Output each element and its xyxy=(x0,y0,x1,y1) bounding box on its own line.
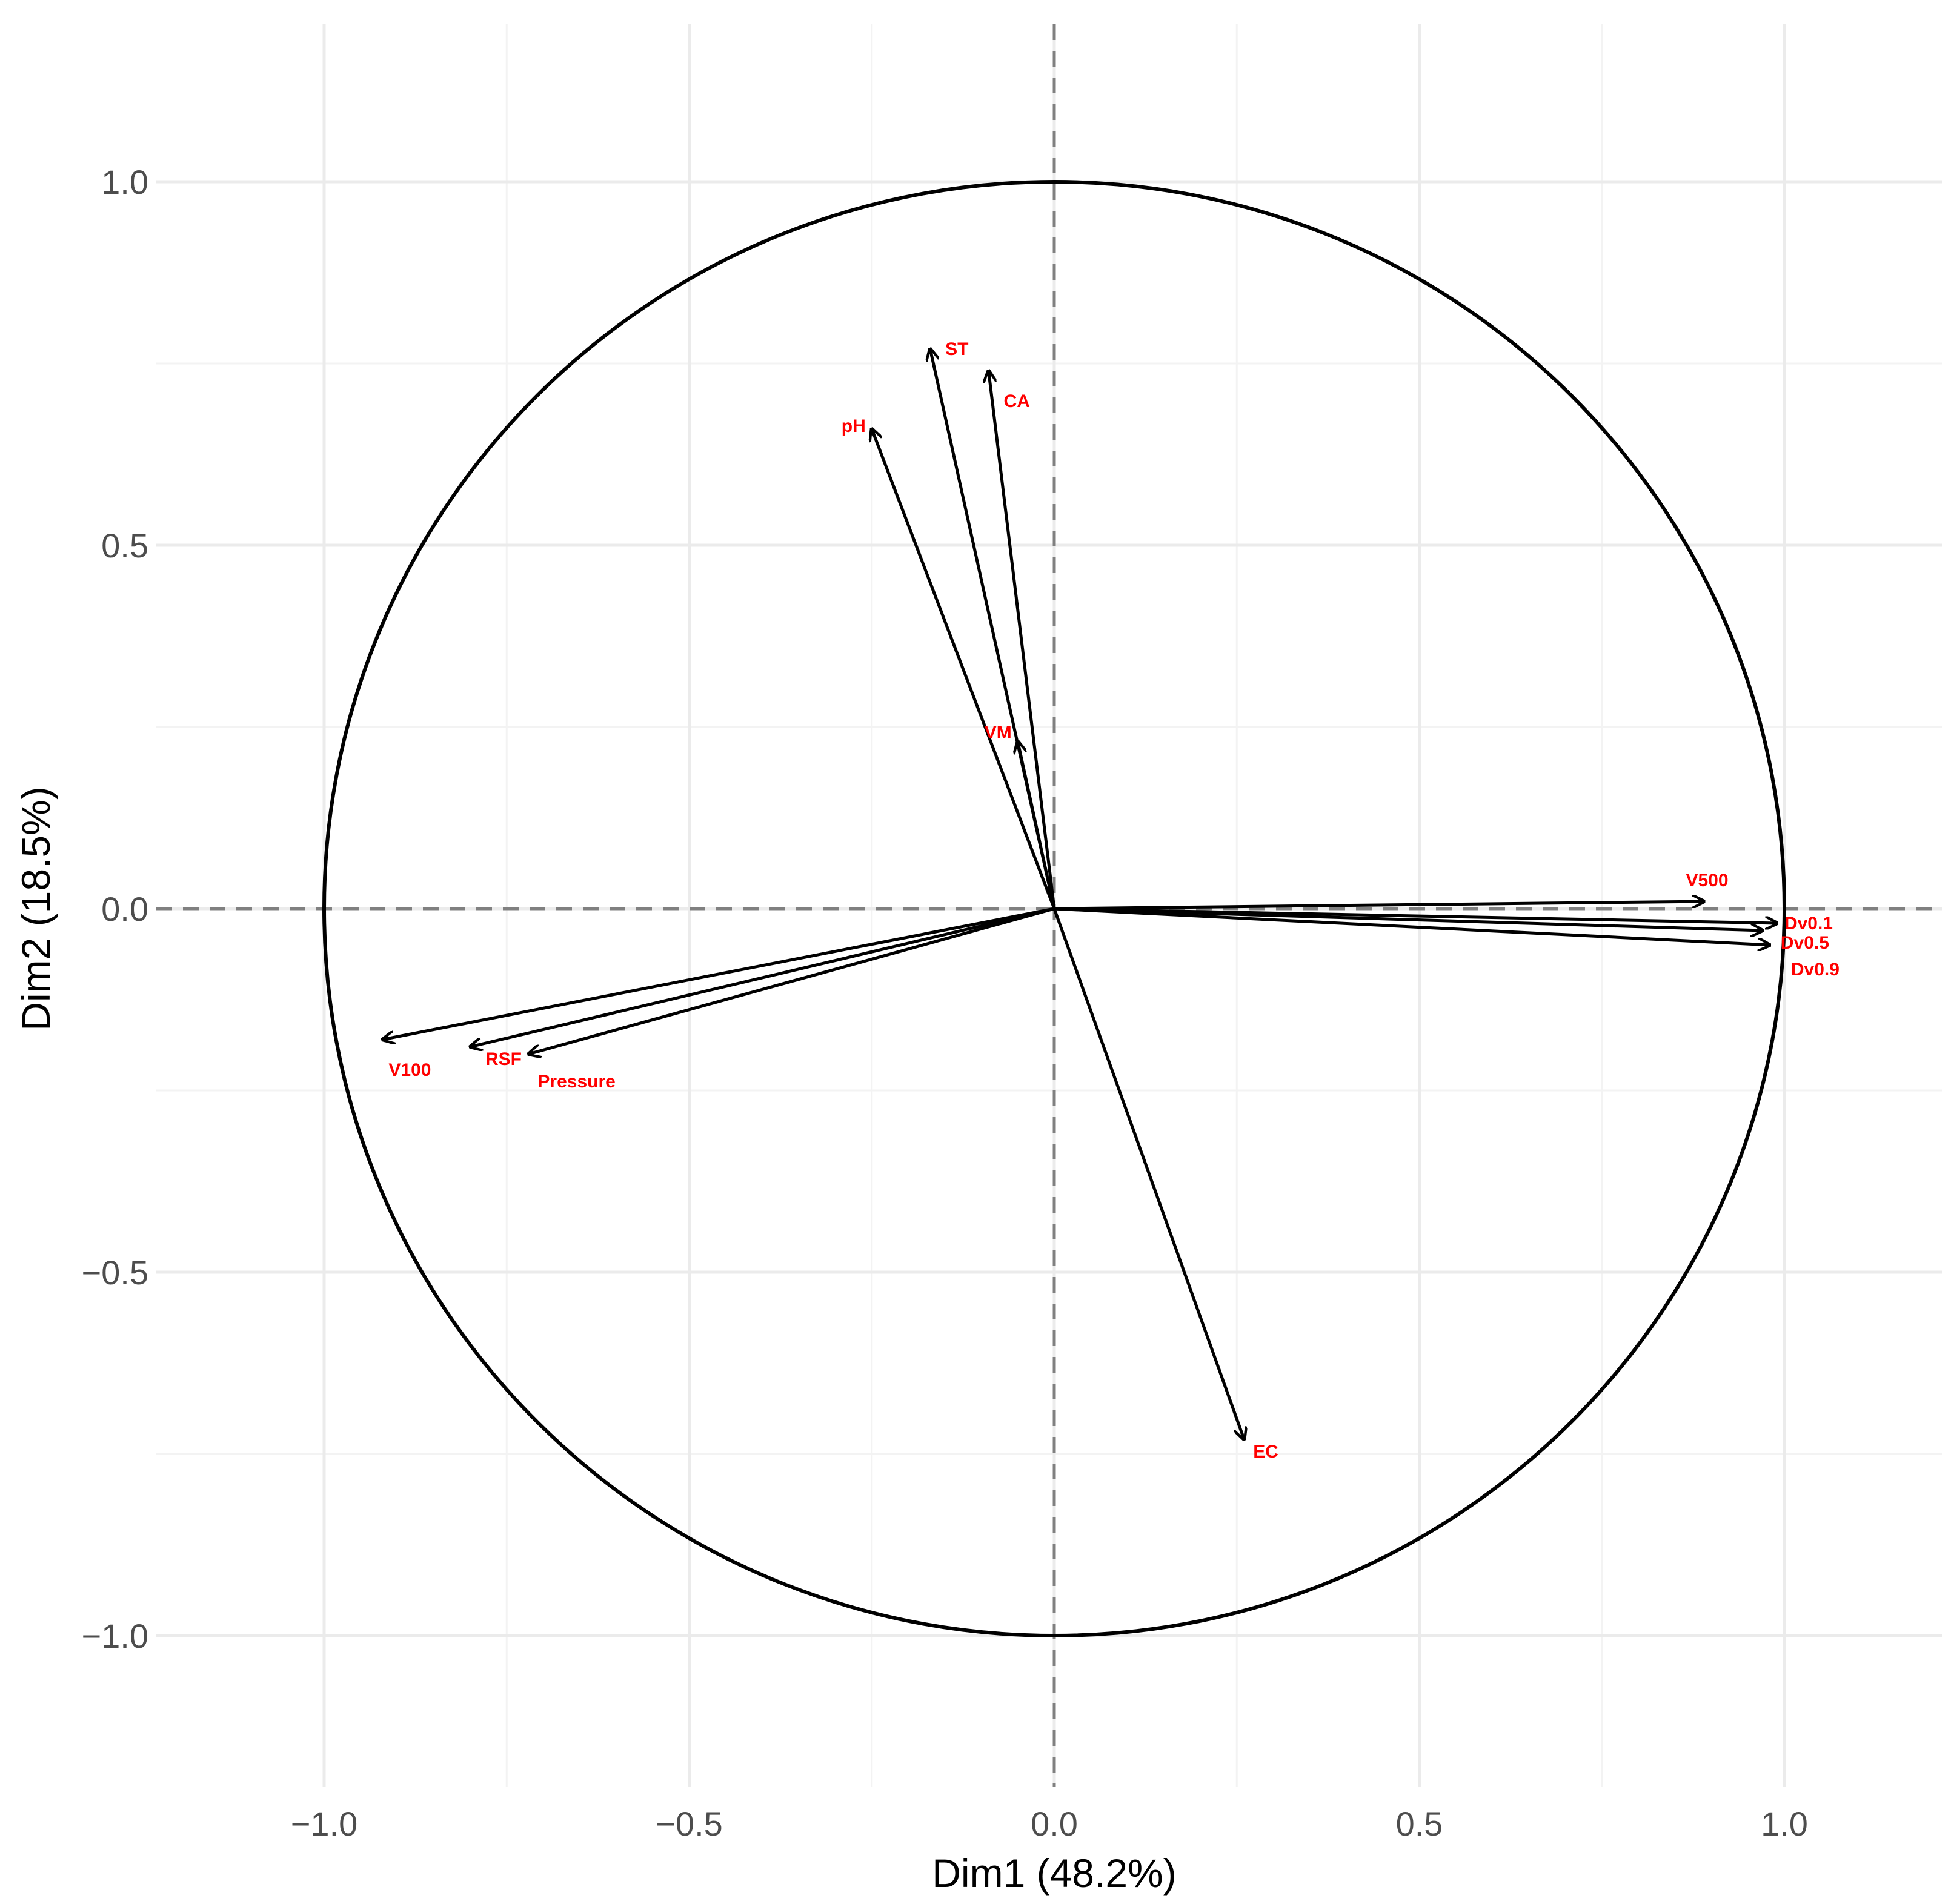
label-pressure: Pressure xyxy=(537,1072,615,1092)
label-dv05: Dv0.5 xyxy=(1781,933,1829,953)
label-ca: CA xyxy=(1004,391,1030,411)
arrow-dv09 xyxy=(1054,907,1770,945)
label-ec: EC xyxy=(1253,1442,1278,1462)
arrow-ca xyxy=(989,371,1056,909)
y-axis-title: Dim2 (18.5%) xyxy=(13,786,58,1030)
x-tick-label: 1.0 xyxy=(1761,1805,1808,1843)
label-dv01: Dv0.1 xyxy=(1784,914,1833,934)
y-tick-label: 1.0 xyxy=(101,163,148,201)
arrow-dv05 xyxy=(1054,907,1763,930)
unit-circle xyxy=(322,180,1786,1637)
label-ph: pH xyxy=(842,416,866,436)
arrow-ec xyxy=(1052,908,1244,1439)
major-gridlines xyxy=(156,24,1942,1787)
label-st: ST xyxy=(945,339,968,359)
minor-gridlines xyxy=(156,24,1942,1787)
label-rsf: RSF xyxy=(485,1049,522,1069)
y-tick-label: −1.0 xyxy=(81,1617,148,1655)
unit-circle-outline xyxy=(322,180,1786,1637)
reference-lines xyxy=(156,24,1942,1787)
arrow-v500 xyxy=(1054,901,1704,911)
arrow-rsf xyxy=(470,907,1055,1047)
label-v500: V500 xyxy=(1686,871,1728,891)
y-axis-tick-labels: −1.0 −0.5 0.0 0.5 1.0 xyxy=(81,163,148,1655)
label-dv09: Dv0.9 xyxy=(1791,960,1840,980)
y-tick-label: 0.5 xyxy=(101,526,148,565)
x-tick-label: −1.0 xyxy=(291,1805,358,1843)
arrow-v100 xyxy=(382,907,1055,1040)
y-tick-label: −0.5 xyxy=(81,1253,148,1292)
arrow-ph xyxy=(872,429,1056,909)
x-axis-title: Dim1 (48.2%) xyxy=(932,1851,1176,1896)
arrow-vm xyxy=(1018,741,1056,909)
arrow-pressure xyxy=(528,907,1055,1054)
x-tick-label: 0.5 xyxy=(1396,1805,1443,1843)
x-tick-label: 0.0 xyxy=(1031,1805,1078,1843)
x-axis-tick-labels: −1.0 −0.5 0.0 0.5 1.0 xyxy=(291,1805,1808,1843)
x-tick-label: −0.5 xyxy=(656,1805,723,1843)
variable-arrows xyxy=(382,349,1777,1439)
y-tick-label: 0.0 xyxy=(101,890,148,928)
label-v100: V100 xyxy=(388,1060,431,1080)
label-vm: VM xyxy=(985,723,1012,743)
